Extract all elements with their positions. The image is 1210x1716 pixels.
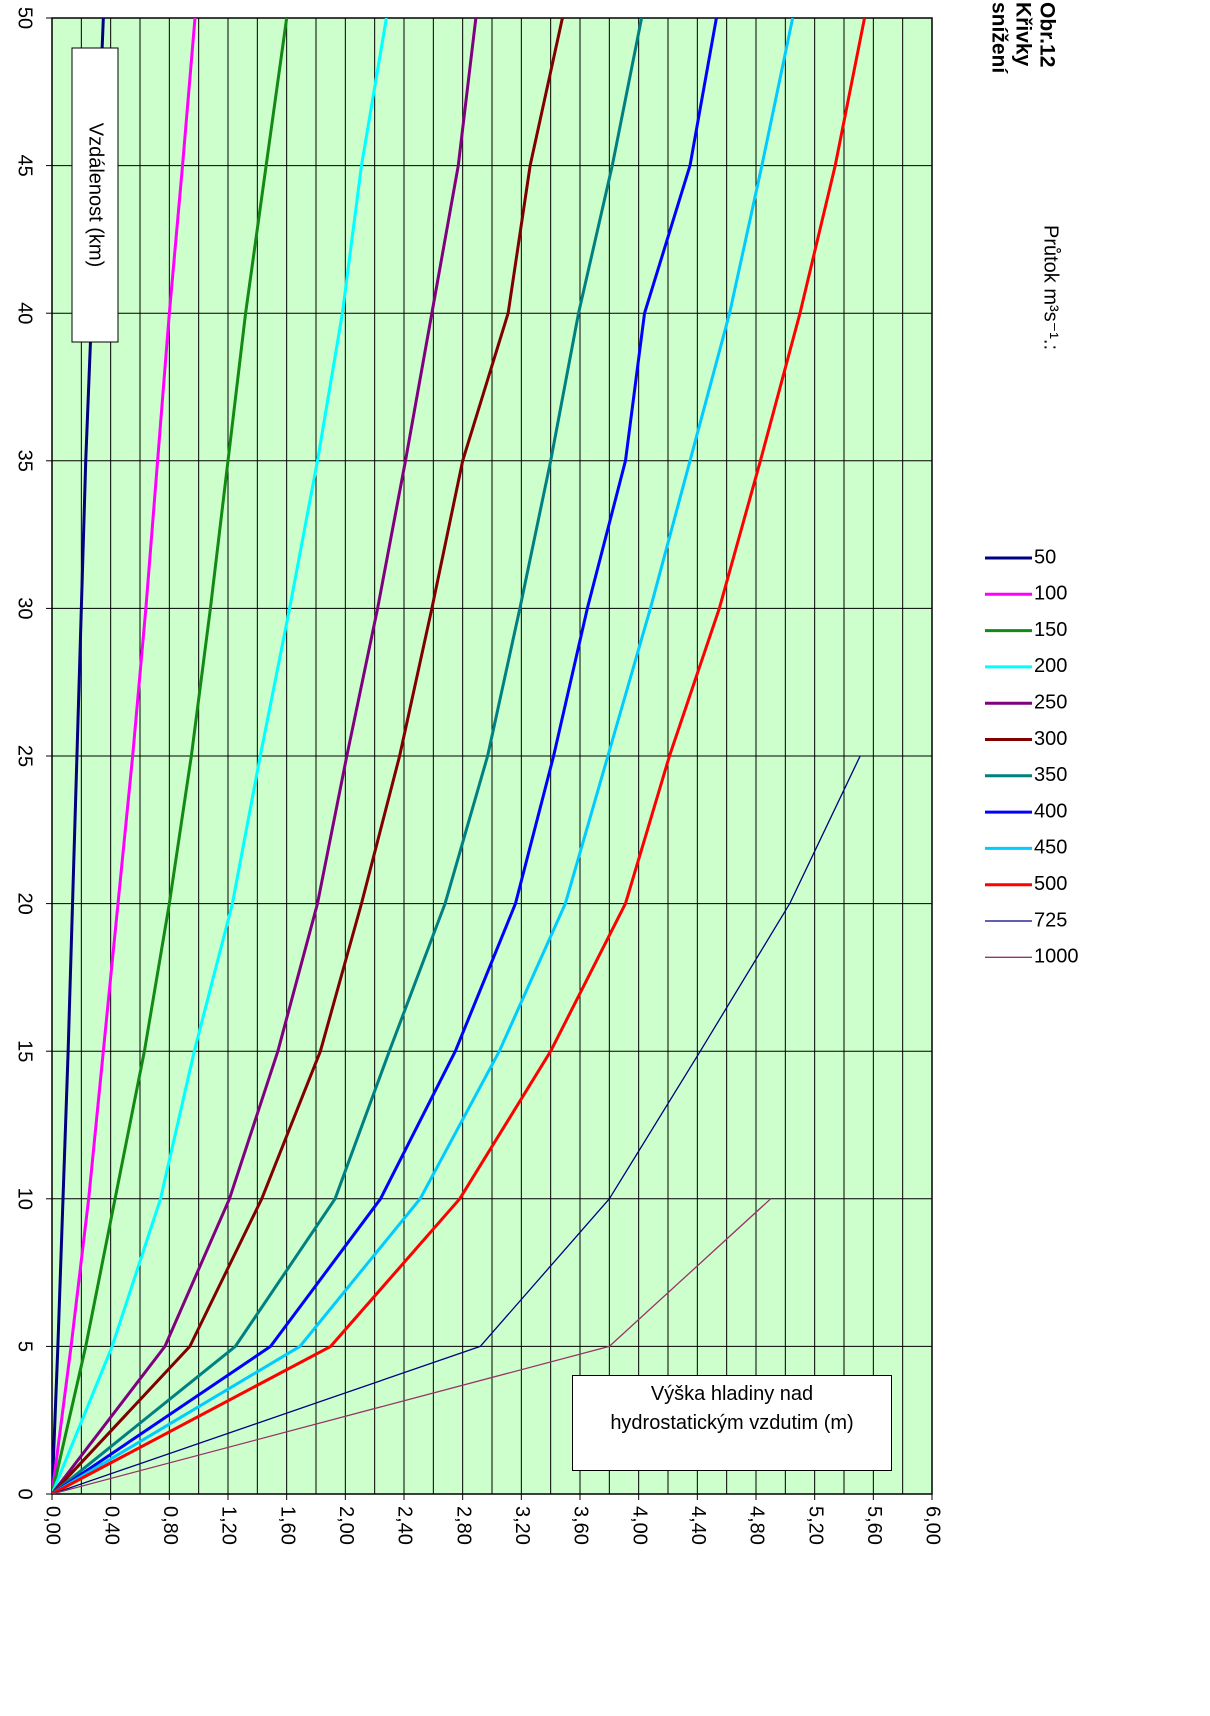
y-tick-label: 3,20 xyxy=(511,1506,533,1545)
series-line xyxy=(52,755,861,1494)
series-line xyxy=(52,18,478,1494)
y-tick-label: 2,00 xyxy=(335,1506,357,1545)
legend-label: 200 xyxy=(1034,655,1067,677)
y-tick-label: 1,60 xyxy=(276,1506,298,1545)
series-line xyxy=(52,1198,772,1494)
series-line xyxy=(52,18,644,1494)
legend-label: 725 xyxy=(1034,909,1067,931)
legend-label: 400 xyxy=(1034,800,1067,822)
chart-title: snížení xyxy=(987,2,1010,74)
series-line xyxy=(52,18,718,1494)
legend-title: Průtok m³s⁻¹.: xyxy=(1040,225,1062,350)
x-tick-label: 5 xyxy=(14,1341,36,1352)
y-tick-label: 0,00 xyxy=(42,1506,64,1545)
y-tick-label: 4,40 xyxy=(687,1506,709,1545)
y-tick-label: 0,80 xyxy=(159,1506,181,1545)
y-axis-title: Výška hladiny nad hydrostatickým vzdutim… xyxy=(572,1375,892,1471)
legend-label: 50 xyxy=(1034,546,1056,568)
series-line xyxy=(52,18,289,1494)
series-line xyxy=(52,18,564,1494)
x-tick-label: 0 xyxy=(14,1488,36,1499)
y-tick-label: 5,60 xyxy=(863,1506,885,1545)
legend-label: 300 xyxy=(1034,728,1067,750)
x-tick-label: 25 xyxy=(14,745,36,767)
y-tick-label: 2,40 xyxy=(394,1506,416,1545)
series-line xyxy=(52,18,867,1494)
legend-label: 100 xyxy=(1034,583,1067,605)
legend-label: 500 xyxy=(1034,873,1067,895)
y-tick-label: 3,60 xyxy=(570,1506,592,1545)
y-tick-label: 6,00 xyxy=(922,1506,944,1545)
x-tick-label: 45 xyxy=(14,154,36,176)
x-axis-title-box xyxy=(71,47,119,343)
y-tick-label: 2,80 xyxy=(452,1506,474,1545)
plot-border xyxy=(51,17,933,1495)
y-tick-label: 0,40 xyxy=(100,1506,122,1545)
y-tick-label: 4,80 xyxy=(746,1506,768,1545)
x-tick-label: 10 xyxy=(14,1188,36,1210)
legend-label: 250 xyxy=(1034,691,1067,713)
chart-title: Obr.12 xyxy=(1035,2,1058,67)
legend-label: 450 xyxy=(1034,837,1067,859)
series-line xyxy=(52,18,388,1494)
y-tick-label: 5,20 xyxy=(804,1506,826,1545)
y-tick-label: 1,20 xyxy=(218,1506,240,1545)
x-tick-label: 20 xyxy=(14,892,36,914)
chart-title: Křivky xyxy=(1011,2,1034,67)
y-tick-label: 4,00 xyxy=(628,1506,650,1545)
x-tick-label: 40 xyxy=(14,302,36,324)
legend-label: 1000 xyxy=(1034,946,1079,968)
x-tick-label: 50 xyxy=(14,7,36,29)
legend-label: 350 xyxy=(1034,764,1067,786)
x-axis-title: Vzdálenost (km) xyxy=(85,123,107,268)
x-tick-label: 35 xyxy=(14,450,36,472)
x-tick-label: 15 xyxy=(14,1040,36,1062)
series-line xyxy=(52,18,795,1494)
legend-label: 150 xyxy=(1034,619,1067,641)
x-tick-label: 30 xyxy=(14,597,36,619)
series-line xyxy=(52,18,197,1494)
